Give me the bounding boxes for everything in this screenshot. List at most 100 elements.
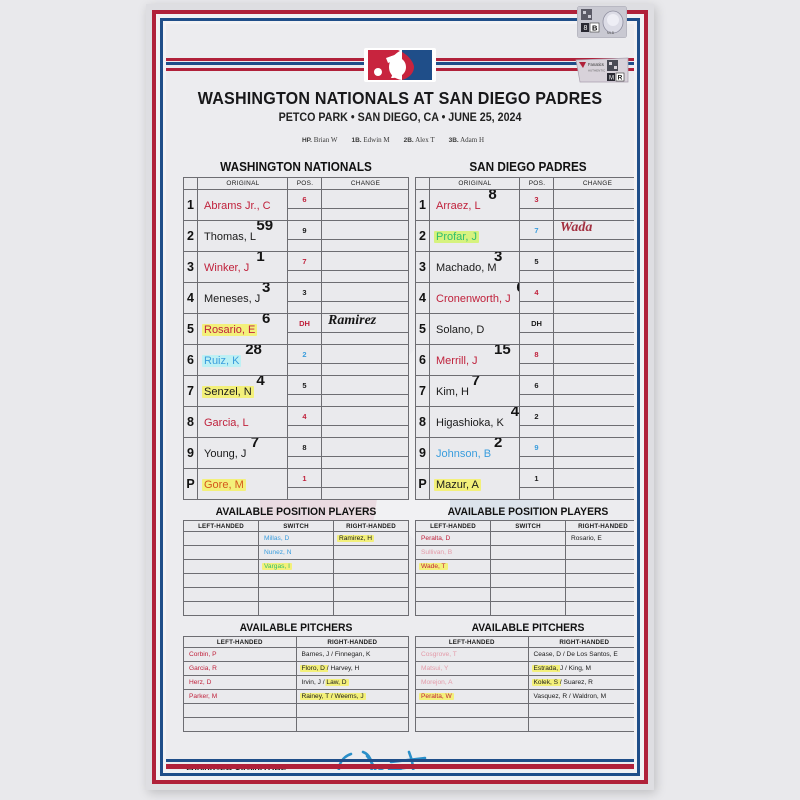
position-subcell[interactable] — [519, 487, 554, 500]
change-cell[interactable] — [321, 468, 409, 488]
position-subcell[interactable] — [287, 270, 322, 283]
available-row[interactable] — [183, 717, 409, 732]
original-player-cell[interactable]: Abrams Jr., C — [197, 189, 288, 221]
change-cell[interactable] — [321, 220, 409, 240]
available-player-cell[interactable] — [565, 587, 634, 602]
available-player-cell[interactable]: Kolek, S / Suarez, R — [527, 675, 634, 690]
original-player-cell[interactable]: Solano, D — [429, 313, 520, 345]
available-player-cell[interactable]: Floro, D / Harvey, H — [295, 661, 409, 676]
available-player-cell[interactable] — [415, 703, 529, 718]
change-cell[interactable] — [553, 406, 634, 426]
available-player-cell[interactable] — [490, 601, 566, 616]
change-subcell[interactable] — [321, 394, 409, 407]
position-subcell[interactable] — [287, 332, 322, 345]
change-cell[interactable] — [321, 406, 409, 426]
change-cell[interactable] — [321, 282, 409, 302]
change-subcell[interactable] — [553, 425, 634, 438]
available-player-cell[interactable]: Morejon, A — [415, 675, 529, 690]
available-row[interactable]: Garcia, R Floro, D / Harvey, H — [183, 661, 409, 676]
available-player-cell[interactable] — [565, 573, 634, 588]
available-row[interactable]: Nunez, N — [183, 545, 409, 560]
available-player-cell[interactable] — [183, 703, 297, 718]
available-player-cell[interactable] — [258, 573, 334, 588]
available-player-cell[interactable]: Peralta, W — [415, 689, 529, 704]
available-player-cell[interactable]: Parker, M — [183, 689, 297, 704]
change-subcell[interactable] — [553, 456, 634, 469]
lineup-row[interactable]: 2 Thomas, L 59 9 — [183, 220, 409, 252]
change-subcell[interactable] — [553, 239, 634, 252]
position-cell[interactable]: 4 — [287, 406, 322, 426]
change-subcell[interactable] — [553, 270, 634, 283]
position-subcell[interactable] — [519, 332, 554, 345]
available-player-cell[interactable]: Corbin, P — [183, 647, 297, 662]
lineup-subrow[interactable] — [416, 487, 634, 500]
change-cell[interactable] — [321, 344, 409, 364]
position-subcell[interactable] — [287, 301, 322, 314]
original-player-cell[interactable]: Higashioka, K 4 — [429, 406, 520, 438]
position-cell[interactable]: 6 — [519, 375, 554, 395]
change-cell[interactable] — [321, 189, 409, 209]
lineup-row[interactable]: 5 Solano, D DH — [415, 313, 634, 345]
available-row[interactable]: Peralta, W Vasquez, R / Waldron, M — [415, 689, 634, 704]
original-player-cell[interactable]: Profar, J — [429, 220, 520, 252]
available-player-cell[interactable]: Garcia, R — [183, 661, 297, 676]
position-subcell[interactable] — [519, 301, 554, 314]
available-player-cell[interactable] — [333, 573, 409, 588]
available-player-cell[interactable] — [490, 559, 566, 574]
available-player-cell[interactable] — [295, 703, 409, 718]
available-row[interactable]: Sullivan, B — [415, 545, 634, 560]
change-subcell[interactable] — [321, 208, 409, 221]
available-row[interactable]: Parker, M Rainey, T / Weems, J — [183, 689, 409, 704]
original-player-cell[interactable]: Merrill, J 15 — [429, 344, 520, 376]
lineup-subrow[interactable] — [184, 487, 409, 500]
available-player-cell[interactable] — [565, 545, 634, 560]
change-cell[interactable] — [553, 189, 634, 209]
change-subcell[interactable] — [321, 363, 409, 376]
lineup-row[interactable]: 6 Ruiz, K 28 2 — [183, 344, 409, 376]
change-subcell[interactable] — [321, 425, 409, 438]
original-player-cell[interactable]: Garcia, L — [197, 406, 288, 438]
available-player-cell[interactable] — [490, 531, 566, 546]
available-row[interactable] — [183, 573, 409, 588]
position-cell[interactable]: DH — [287, 313, 322, 333]
available-player-cell[interactable]: Nunez, N — [258, 545, 334, 560]
change-subcell[interactable] — [553, 208, 634, 221]
available-player-cell[interactable] — [183, 531, 259, 546]
position-cell[interactable]: 8 — [287, 437, 322, 457]
original-player-cell[interactable]: Cronenworth, J 6 — [429, 282, 520, 314]
available-row[interactable] — [183, 703, 409, 718]
available-player-cell[interactable]: Rosario, E — [565, 531, 634, 546]
change-subcell[interactable] — [553, 487, 634, 500]
position-cell[interactable]: 1 — [287, 468, 322, 488]
available-player-cell[interactable]: Vargas, I — [258, 559, 334, 574]
available-player-cell[interactable]: Ramirez, H — [333, 531, 409, 546]
change-subcell[interactable] — [321, 301, 409, 314]
available-row[interactable] — [415, 601, 634, 616]
available-player-cell[interactable]: Vasquez, R / Waldron, M — [527, 689, 634, 704]
position-cell[interactable]: 5 — [287, 375, 322, 395]
position-subcell[interactable] — [287, 456, 322, 469]
available-player-cell[interactable] — [565, 559, 634, 574]
available-player-cell[interactable] — [333, 587, 409, 602]
change-cell[interactable] — [321, 251, 409, 271]
change-subcell[interactable] — [553, 394, 634, 407]
position-cell[interactable]: 9 — [519, 437, 554, 457]
lineup-row[interactable]: P Mazur, A 1 — [415, 468, 634, 500]
lineup-subrow[interactable] — [416, 456, 634, 469]
position-subcell[interactable] — [519, 456, 554, 469]
lineup-row[interactable]: 8 Garcia, L 4 — [183, 406, 409, 438]
lineup-row[interactable]: 1 Arraez, L 8 3 — [415, 189, 634, 221]
available-player-cell[interactable] — [183, 545, 259, 560]
available-player-cell[interactable] — [333, 601, 409, 616]
change-cell[interactable] — [553, 468, 634, 488]
position-subcell[interactable] — [519, 239, 554, 252]
original-player-cell[interactable]: Arraez, L 8 — [429, 189, 520, 221]
position-cell[interactable]: DH — [519, 313, 554, 333]
